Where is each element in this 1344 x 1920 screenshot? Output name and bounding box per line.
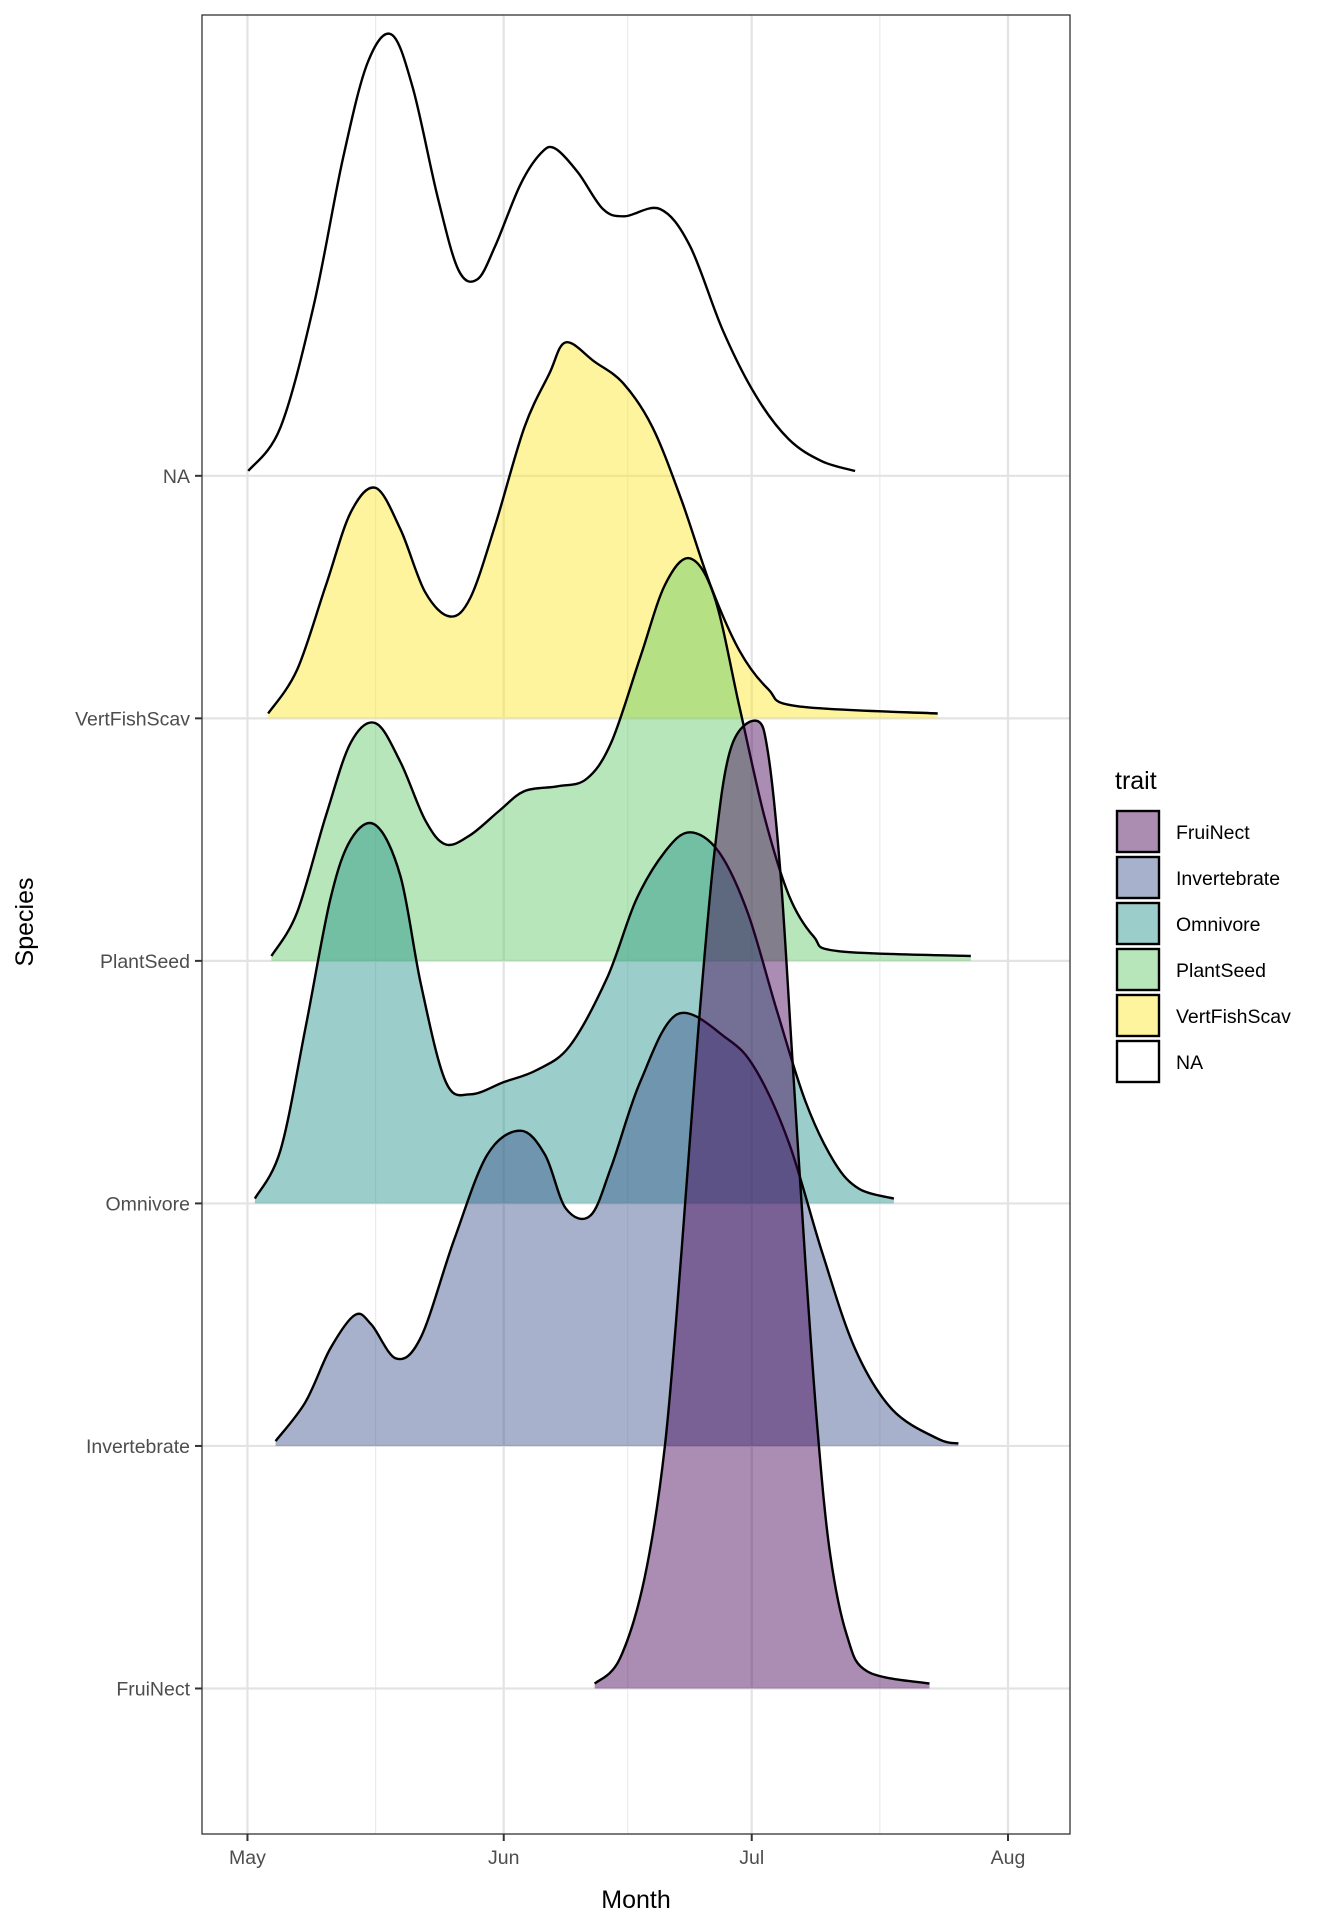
legend-item-plantseed: PlantSeed [1115, 947, 1266, 992]
panel-background [202, 15, 1070, 1834]
legend-label: Omnivore [1176, 914, 1261, 936]
ridge-fill [594, 720, 930, 1689]
legend-label: PlantSeed [1176, 960, 1266, 982]
legend-swatch [1115, 855, 1161, 900]
legend-item-fruinect: FruiNect [1115, 809, 1250, 854]
y-tick-label: PlantSeed [100, 951, 190, 973]
x-axis: May Jun Jul Aug [229, 1834, 1025, 1869]
ridge-outline [593, 719, 930, 1685]
ridge-vertfishscav [267, 341, 938, 719]
density-ridges [247, 32, 971, 1689]
ridge-outline [253, 821, 895, 1200]
legend-item-invertebrate: Invertebrate [1115, 855, 1280, 900]
legend-item-omnivore: Omnivore [1115, 901, 1261, 946]
ridge-na [247, 32, 856, 473]
legend-swatch [1115, 809, 1161, 854]
y-tick-label: NA [163, 466, 190, 488]
ridge-fill [275, 1012, 959, 1446]
legend-swatch [1115, 993, 1161, 1038]
x-tick-label: Jul [739, 1847, 764, 1869]
legend: trait FruiNect Invertebrate Omnivore PlantS… [1115, 767, 1291, 1084]
ridge-fruinect [593, 719, 930, 1689]
legend-label: NA [1176, 1052, 1203, 1074]
legend-label: VertFishScav [1176, 1006, 1291, 1028]
legend-item-vertfishscav: VertFishScav [1115, 993, 1291, 1038]
ridge-outline [274, 1011, 959, 1445]
legend-title: trait [1115, 767, 1157, 795]
y-tick-label: Invertebrate [86, 1436, 190, 1458]
ridge-fill [271, 558, 971, 961]
ridge-fill [268, 342, 938, 719]
ridge-outline [267, 341, 938, 715]
legend-label: FruiNect [1176, 822, 1250, 844]
legend-swatch [1115, 901, 1161, 946]
x-tick-label: Aug [991, 1847, 1026, 1869]
legend-label: Invertebrate [1176, 868, 1280, 890]
panel-border [201, 14, 1071, 1835]
ridge-outline [247, 32, 856, 473]
ridge-fill [254, 823, 894, 1204]
legend-item-na: NA [1115, 1039, 1203, 1084]
legend-swatch [1115, 947, 1161, 992]
grid-lines [202, 15, 1070, 1834]
y-tick-label: FruiNect [116, 1678, 190, 1700]
ridge-invertebrate [274, 1011, 959, 1446]
y-tick-label: Omnivore [105, 1193, 190, 1215]
y-axis-title: Species [11, 878, 39, 967]
x-tick-label: Jun [488, 1847, 519, 1869]
legend-swatch [1115, 1039, 1161, 1084]
y-tick-label: VertFishScav [75, 708, 190, 730]
ridge-omnivore [253, 821, 895, 1204]
y-axis: FruiNect Invertebrate Omnivore PlantSeed Ver… [75, 466, 202, 1700]
x-tick-label: May [229, 1847, 266, 1869]
ridge-outline [270, 556, 971, 958]
x-axis-title: Month [601, 1886, 670, 1914]
ridge-plantseed [270, 556, 971, 961]
